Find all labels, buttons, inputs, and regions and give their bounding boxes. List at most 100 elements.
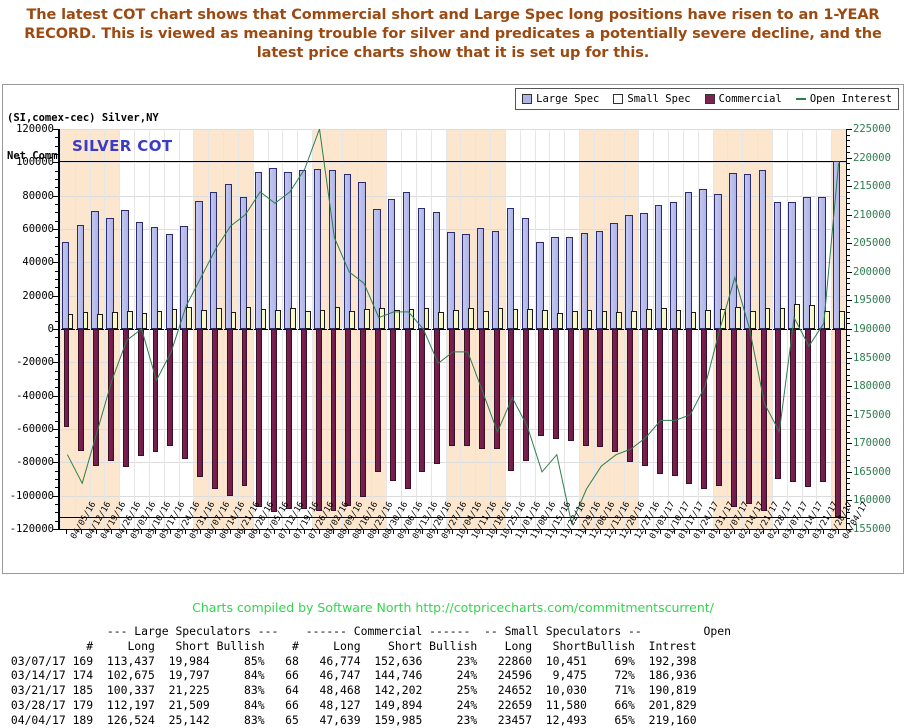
x-axis-tick bbox=[333, 530, 335, 534]
x-axis-tick bbox=[437, 530, 439, 534]
bar-small-spec bbox=[675, 309, 682, 329]
bar-small-spec bbox=[838, 310, 845, 329]
x-axis-tick bbox=[659, 530, 661, 534]
bar-commercial bbox=[819, 329, 826, 483]
gridline-vertical bbox=[727, 129, 728, 529]
y-axis-left-minor-tick bbox=[55, 504, 59, 505]
y-axis-right-minor-tick bbox=[846, 334, 850, 336]
bar-small-spec bbox=[497, 308, 504, 329]
y-axis-left-tick-label: 40000 bbox=[22, 256, 54, 269]
bar-large-spec bbox=[788, 202, 796, 329]
gridline-vertical bbox=[816, 129, 817, 529]
bar-large-spec bbox=[536, 242, 544, 329]
y-axis-right-tick bbox=[846, 300, 852, 302]
chart-title-line1: (SI,comex-cec) Silver,NY bbox=[7, 112, 159, 124]
y-axis-right-tick-label: 220000 bbox=[853, 151, 891, 164]
y-axis-right-tick bbox=[846, 500, 852, 502]
y-axis-left-tick-label: -40000 bbox=[16, 389, 54, 402]
bar-commercial bbox=[315, 329, 322, 511]
bar-commercial bbox=[78, 329, 85, 451]
bar-small-spec bbox=[67, 314, 74, 329]
gridline-vertical bbox=[549, 129, 550, 529]
y-axis-right-minor-tick bbox=[846, 437, 850, 439]
bar-small-spec bbox=[393, 309, 400, 329]
gridline-vertical bbox=[208, 129, 209, 529]
y-axis-left-tick-label: 100000 bbox=[16, 156, 54, 169]
y-axis-left-minor-tick bbox=[55, 487, 59, 489]
bar-commercial bbox=[686, 329, 693, 484]
open-interest-line bbox=[66, 129, 840, 525]
y-axis-right-minor-tick bbox=[846, 266, 850, 268]
y-axis-right-tick bbox=[846, 129, 852, 130]
bar-small-spec bbox=[690, 312, 697, 329]
y-axis-left-tick bbox=[53, 129, 59, 130]
y-axis-left-minor-tick bbox=[55, 370, 59, 372]
bar-commercial bbox=[374, 329, 381, 473]
y-axis-left-minor-tick bbox=[55, 379, 59, 380]
bar-large-spec bbox=[610, 223, 618, 329]
bar-small-spec bbox=[364, 309, 370, 329]
gridline-vertical bbox=[638, 129, 639, 529]
bar-large-spec bbox=[239, 197, 248, 329]
y-axis-left-tick bbox=[53, 362, 59, 364]
y-axis-left-minor-tick bbox=[55, 412, 59, 414]
gridline-vertical bbox=[431, 129, 432, 529]
y-axis-left-tick-label: 80000 bbox=[22, 189, 54, 202]
bar-commercial bbox=[552, 329, 559, 439]
bar-small-spec bbox=[557, 313, 563, 329]
x-axis-tick bbox=[125, 530, 127, 534]
y-axis-right-tick bbox=[846, 186, 852, 188]
bar-commercial bbox=[434, 329, 441, 464]
bar-commercial bbox=[286, 329, 292, 509]
legend-label: Commercial bbox=[718, 93, 782, 105]
y-axis-left-minor-tick bbox=[55, 145, 59, 147]
y-axis-left-tick bbox=[53, 529, 59, 530]
x-axis-tick bbox=[511, 530, 513, 534]
bar-commercial bbox=[760, 329, 767, 511]
y-axis-right-minor-tick bbox=[846, 209, 850, 210]
x-axis-tick bbox=[540, 530, 542, 534]
bar-small-spec bbox=[334, 307, 341, 329]
y-axis-right-minor-tick bbox=[846, 391, 850, 393]
x-axis-tick bbox=[704, 530, 706, 534]
y-axis-right-tick bbox=[846, 386, 852, 388]
x-axis-tick bbox=[615, 530, 617, 534]
y-axis-right-tick bbox=[846, 329, 852, 330]
bar-small-spec bbox=[275, 309, 281, 329]
bar-small-spec bbox=[186, 307, 192, 329]
y-axis-left-minor-tick bbox=[55, 187, 59, 189]
bar-large-spec bbox=[447, 232, 455, 329]
gridline-vertical bbox=[371, 129, 372, 529]
y-axis-right-minor-tick bbox=[846, 151, 850, 153]
y-axis-right-minor-tick bbox=[846, 369, 850, 370]
bar-large-spec bbox=[521, 218, 529, 329]
bar-commercial bbox=[256, 329, 263, 508]
bar-large-spec bbox=[714, 194, 722, 329]
y-axis-right-minor-tick bbox=[846, 420, 850, 422]
y-axis-left-tick-label: -80000 bbox=[16, 456, 54, 469]
bar-commercial bbox=[627, 329, 634, 463]
y-axis-left-minor-tick bbox=[55, 279, 59, 280]
gridline-vertical bbox=[164, 129, 165, 529]
bar-small-spec bbox=[408, 309, 415, 329]
bar-large-spec bbox=[743, 174, 752, 329]
bar-large-spec bbox=[328, 169, 337, 329]
bar-large-spec bbox=[417, 208, 426, 329]
bar-large-spec bbox=[210, 191, 218, 329]
y-axis-right-minor-tick bbox=[846, 317, 850, 319]
gridline-vertical bbox=[193, 129, 194, 529]
y-axis-left-tick-label: 60000 bbox=[22, 223, 54, 235]
y-axis-left-minor-tick bbox=[55, 212, 59, 214]
y-axis-left-tick-label: 20000 bbox=[22, 289, 54, 302]
x-axis-tick bbox=[259, 530, 261, 534]
bar-commercial bbox=[389, 329, 396, 481]
bar-small-spec bbox=[542, 309, 548, 329]
gridline-vertical bbox=[460, 129, 461, 529]
bar-large-spec bbox=[595, 230, 604, 329]
legend-item-large-spec: Large Spec bbox=[522, 93, 599, 105]
bar-large-spec bbox=[224, 184, 233, 329]
gridline-vertical bbox=[772, 129, 773, 529]
gridline-vertical bbox=[535, 129, 536, 529]
x-axis-tick bbox=[807, 530, 809, 534]
bar-large-spec bbox=[580, 233, 589, 329]
